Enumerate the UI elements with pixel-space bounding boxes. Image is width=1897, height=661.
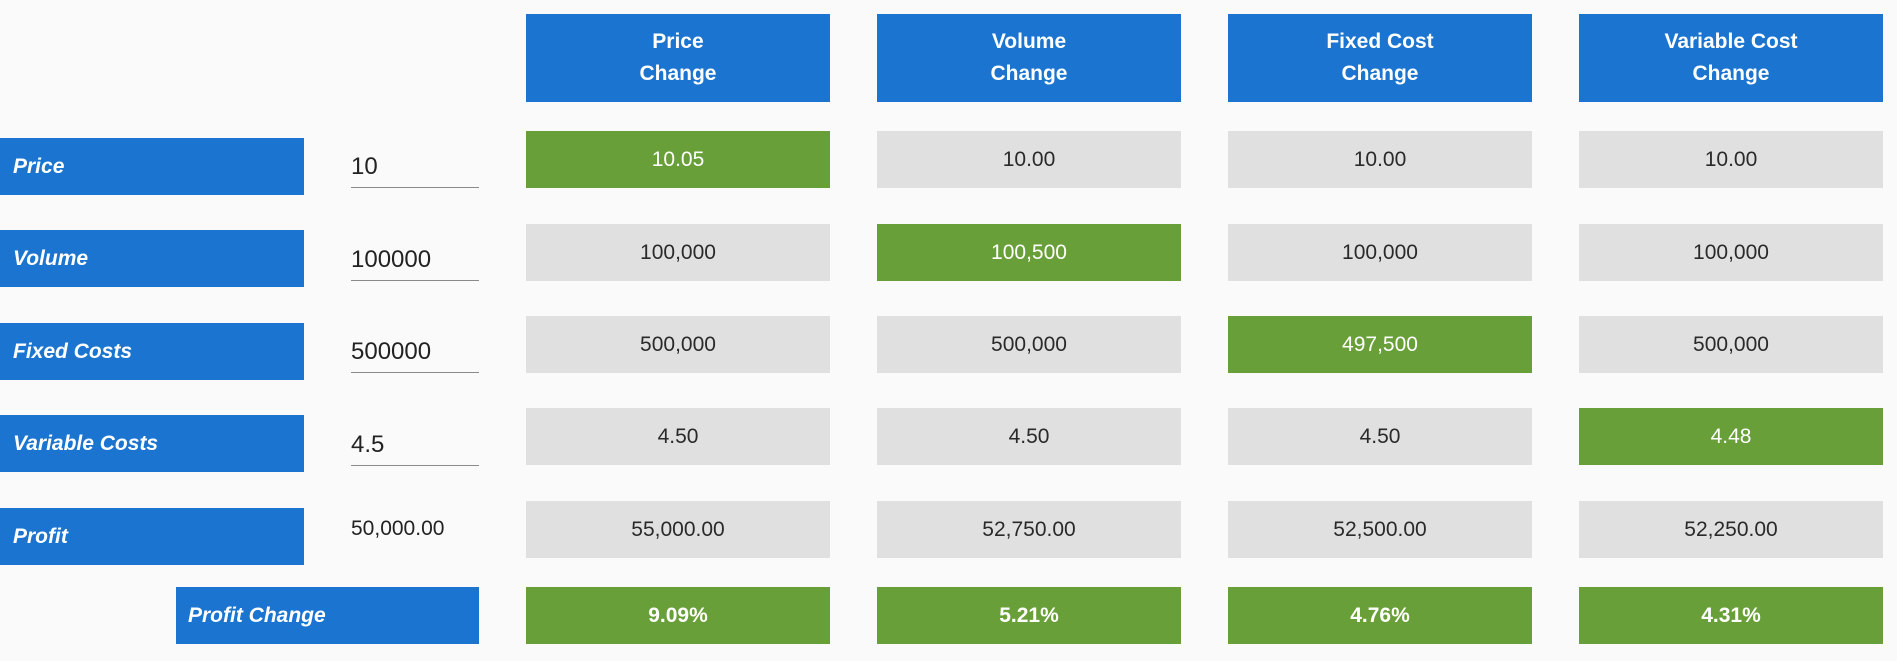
- column-header-fixed-cost-change: Fixed Cost Change: [1228, 14, 1532, 102]
- profit-cell-variable-cost-change: 52,250.00: [1579, 501, 1883, 558]
- fixed-costs-field-wrapper: [351, 321, 479, 373]
- column-header-variable-cost-change: Variable Cost Change: [1579, 14, 1883, 102]
- column-header-volume-change: Volume Change: [877, 14, 1181, 102]
- variable-costs-cell-volume-change: 4.50: [877, 408, 1181, 465]
- column-header-price-change: Price Change: [526, 14, 830, 102]
- volume-input[interactable]: [351, 229, 479, 280]
- row-label-price: Price: [0, 138, 304, 195]
- profit-change-cell-volume-change: 5.21%: [877, 587, 1181, 644]
- fixed-costs-cell-volume-change: 500,000: [877, 316, 1181, 373]
- volume-field-wrapper: [351, 229, 479, 281]
- price-cell-fixed-cost-change: 10.00: [1228, 131, 1532, 188]
- price-cell-volume-change: 10.00: [877, 131, 1181, 188]
- variable-costs-cell-price-change: 4.50: [526, 408, 830, 465]
- row-label-variable-costs: Variable Costs: [0, 415, 304, 472]
- volume-cell-variable-cost-change: 100,000: [1579, 224, 1883, 281]
- fixed-costs-input[interactable]: [351, 321, 479, 372]
- profit-change-cell-price-change: 9.09%: [526, 587, 830, 644]
- fixed-costs-cell-price-change: 500,000: [526, 316, 830, 373]
- row-label-volume: Volume: [0, 230, 304, 287]
- row-label-profit-change: Profit Change: [176, 587, 479, 644]
- variable-costs-input[interactable]: [351, 414, 479, 465]
- profit-cell-volume-change: 52,750.00: [877, 501, 1181, 558]
- fixed-costs-cell-variable-cost-change: 500,000: [1579, 316, 1883, 373]
- price-cell-variable-cost-change: 10.00: [1579, 131, 1883, 188]
- row-label-fixed-costs: Fixed Costs: [0, 323, 304, 380]
- profit-change-cell-fixed-cost-change: 4.76%: [1228, 587, 1532, 644]
- variable-costs-cell-fixed-cost-change: 4.50: [1228, 408, 1532, 465]
- variable-costs-field-wrapper: [351, 414, 479, 466]
- price-field-wrapper: [351, 136, 479, 188]
- price-cell-price-change: 10.05: [526, 131, 830, 188]
- volume-cell-fixed-cost-change: 100,000: [1228, 224, 1532, 281]
- volume-cell-volume-change: 100,500: [877, 224, 1181, 281]
- profit-value: 50,000.00: [351, 517, 445, 540]
- fixed-costs-cell-fixed-cost-change: 497,500: [1228, 316, 1532, 373]
- profit-cell-fixed-cost-change: 52,500.00: [1228, 501, 1532, 558]
- price-input[interactable]: [351, 136, 479, 187]
- volume-cell-price-change: 100,000: [526, 224, 830, 281]
- variable-costs-cell-variable-cost-change: 4.48: [1579, 408, 1883, 465]
- profit-change-cell-variable-cost-change: 4.31%: [1579, 587, 1883, 644]
- row-label-profit: Profit: [0, 508, 304, 565]
- profit-cell-price-change: 55,000.00: [526, 501, 830, 558]
